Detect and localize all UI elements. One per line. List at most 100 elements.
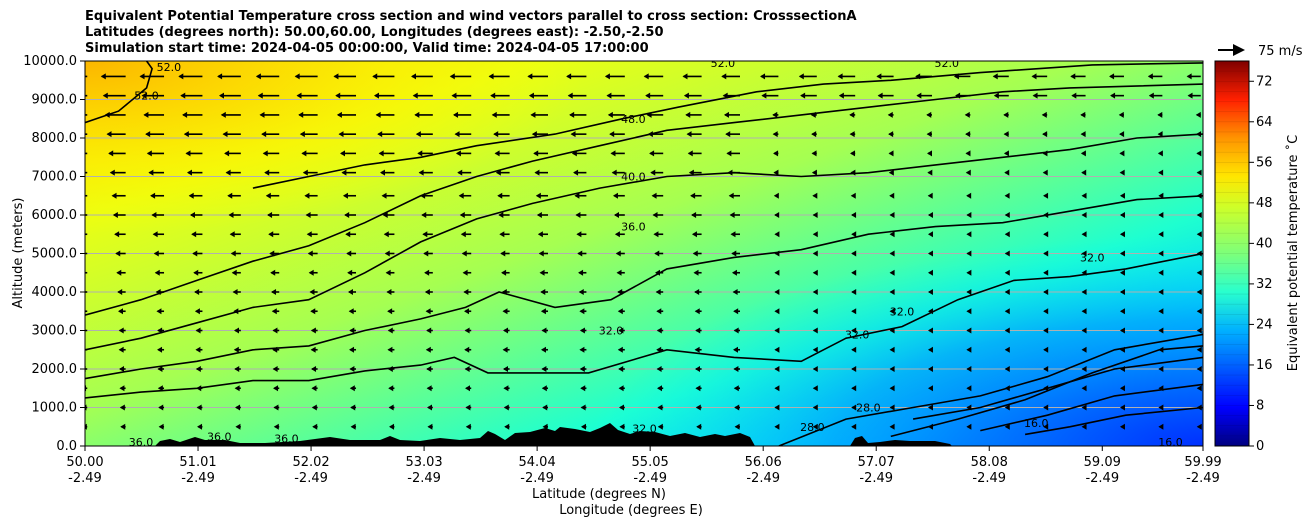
wind-vector-head [267,212,273,218]
wind-vector-head [1158,212,1164,218]
wind-vector-head [688,169,694,176]
wind-vector-head [217,73,223,80]
wind-vector-head [66,112,71,118]
wind-vector-head [451,92,457,99]
theta-e-field: 52.0 52.0 52.0 52.0 48.0 40.0 36.0 32.0 32.0 32.0… [66,61,1203,446]
wind-vector-head [298,111,304,118]
wind-vector-head [889,385,895,392]
wind-vector-head [464,308,470,315]
contour-line-32 [85,252,1203,399]
wind-vector-head [349,346,355,353]
wind-vector-head [888,169,894,176]
wind-vector-head [146,150,152,157]
wind-vector-head [503,404,509,411]
wind-vector-head [966,308,972,315]
wind-vector-head [686,131,692,138]
wind-vector-head [145,131,151,138]
wind-vector-head [1196,231,1202,238]
wind-vector-head [926,131,932,138]
wind-vector-head [154,269,160,276]
wind-vector-head [725,131,731,138]
wind-vector-head [194,308,200,315]
wind-vector-head [1081,169,1087,176]
wind-vector-head [812,346,818,353]
wind-vector-head [889,250,895,257]
wind-vector-head [966,366,972,372]
wind-vector-head [1031,73,1037,80]
wind-vector-head [157,346,163,353]
wind-vector-head [457,169,463,176]
wind-vector-head [916,92,922,99]
wind-vector-head [811,150,817,157]
x-tick-label-lat: 58.08 [971,455,1008,470]
wind-vector-head [1119,131,1125,138]
wind-vector-head [336,111,342,118]
wind-vector-head [426,327,432,334]
wind-vector-head [685,111,691,118]
wind-vector-head [458,192,464,199]
wind-vector-head [926,150,932,157]
wind-vector-head [234,385,240,392]
wind-vector-head [412,92,418,99]
wind-vector-head [966,346,972,353]
wind-vector-head [1081,308,1087,315]
wind-vector-head [311,385,317,392]
wind-vector-head [119,366,125,372]
wind-vector-head [528,92,534,99]
wind-vector-head [927,385,933,392]
wind-vector-head [1081,192,1087,199]
y-tick-label: 9000.0 [32,93,78,108]
wind-vector-head [1004,308,1010,315]
wind-vector-head [311,404,317,411]
wind-vector-head [1119,404,1125,411]
wind-vector-head [615,250,621,257]
wind-vector-head [889,404,895,411]
wind-vector-head [1196,192,1202,199]
wind-vector-head [387,308,393,315]
wind-vector-head [1042,131,1048,138]
wind-vector-head [503,366,509,372]
wind-vector-head [1157,131,1163,138]
wind-vector-head [721,73,727,80]
wind-vector-head [966,385,972,392]
wind-vector-head [965,150,971,157]
wind-vector-head [424,269,430,276]
wind-vector-head [1196,308,1202,315]
wind-vector-head [117,289,123,295]
wind-vector-head [449,73,455,80]
wind-vector-head [531,131,537,138]
wind-vector-head [927,231,933,238]
wind-vector-head [656,346,662,353]
wind-vector-head [1119,231,1125,238]
wind-vector-head [927,169,933,176]
wind-vector-head [733,327,739,334]
wind-vector-head [500,250,506,257]
wind-vector-head [533,150,539,157]
wind-vector-head [219,92,225,99]
wind-vector-head [728,192,734,199]
wind-vector-head [613,212,619,218]
wind-vector-head [1080,150,1086,157]
wind-vector-head [1004,192,1010,199]
wind-vector-head [1158,308,1164,315]
wind-vector-head [851,404,857,411]
contour-label: 32.0 [890,305,915,318]
x-tick-label-lat: 56.06 [745,455,782,470]
wind-vector-head [683,92,689,99]
wind-vector-head [927,308,933,315]
contour-line-20 [980,383,1203,432]
x-tick-label-lat: 54.04 [519,455,556,470]
wind-vector-head [269,250,275,257]
wind-vector-head [185,150,191,157]
terrain-silhouette [155,423,952,446]
wind-vector-head [1119,308,1125,315]
wind-vector-head [415,131,421,138]
wind-vector-head [1157,150,1163,157]
wind-vector-head [723,111,729,118]
wind-vector-head [646,111,652,118]
wind-vector-head [607,111,613,118]
wind-vector-head [851,366,857,372]
wind-vector-head [264,169,270,176]
wind-vector-head [927,423,933,430]
wind-vector-head [192,250,198,257]
